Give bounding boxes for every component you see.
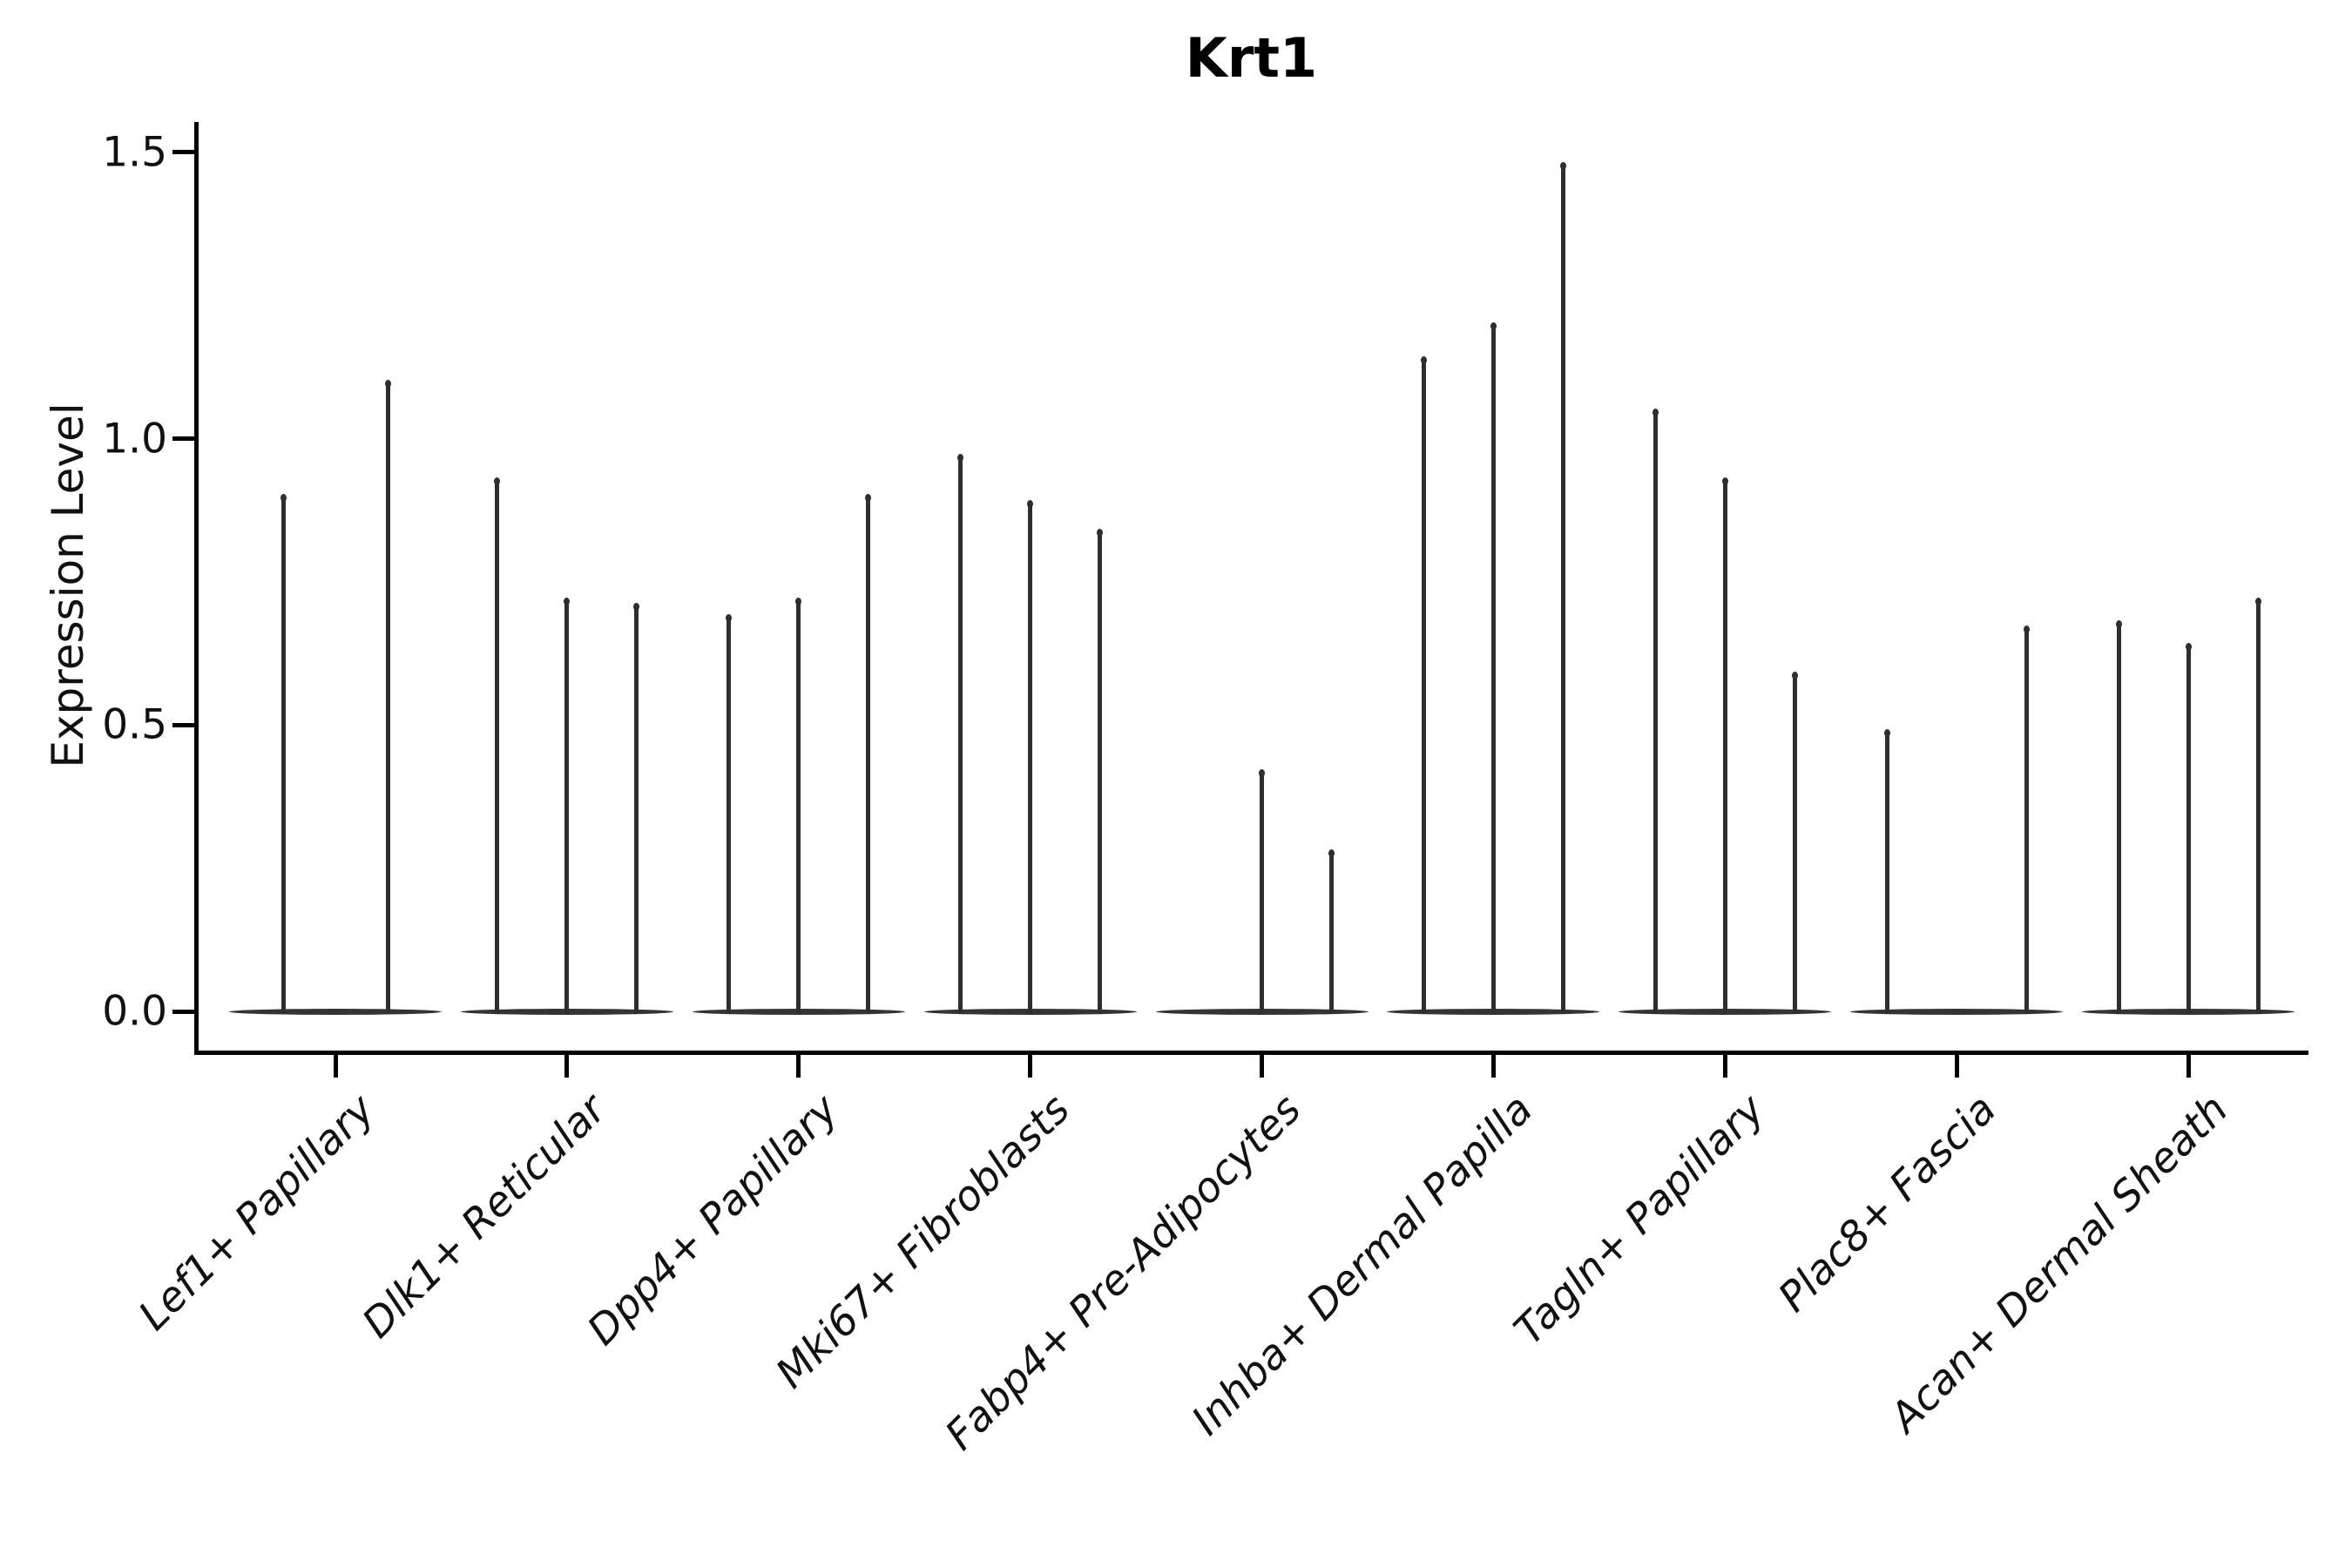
violin-spike: [1259, 768, 1265, 1014]
violin-spike-cap: [1027, 499, 1034, 508]
x-tick-label: Lef1+ Papillary: [129, 1085, 384, 1341]
violin-spike-cap: [1791, 672, 1798, 680]
violin-spike-cap: [1559, 161, 1566, 170]
y-tick: [172, 722, 194, 727]
violin-spike-cap: [494, 476, 501, 485]
violin-spike-cap: [1883, 728, 1890, 737]
violin-spike: [384, 379, 391, 1014]
violin-spike-cap: [957, 454, 964, 463]
x-tick: [333, 1055, 338, 1078]
violin-spike-cap: [2023, 625, 2030, 634]
violin-spike: [1027, 499, 1034, 1014]
x-tick: [1028, 1055, 1033, 1078]
violin-spike-cap: [795, 597, 802, 605]
x-tick: [1260, 1055, 1264, 1078]
y-tick-label: 1.5: [102, 128, 167, 177]
y-tick-label: 1.0: [102, 415, 167, 463]
violin-spike: [957, 454, 964, 1014]
violin-spike-cap: [2115, 619, 2122, 628]
violin-spike: [1490, 322, 1497, 1014]
violin-spike: [1721, 476, 1728, 1014]
violin-spike-cap: [2254, 597, 2261, 605]
violin-spike-cap: [1328, 848, 1335, 857]
violin-baseline: [1850, 1008, 2064, 1015]
x-tick: [796, 1055, 801, 1078]
violin-spike-cap: [564, 597, 571, 605]
violin-spike: [2115, 619, 2122, 1014]
violin-spike: [564, 597, 571, 1014]
axis-left-spine: [194, 122, 199, 1055]
violin-spike-cap: [1420, 356, 1427, 365]
x-tick-label: Plac8+ Fascia: [1768, 1085, 2006, 1322]
x-tick: [2186, 1055, 2191, 1078]
x-tick: [564, 1055, 570, 1078]
violin-spike-cap: [1490, 322, 1497, 330]
violin-spike: [1559, 161, 1566, 1014]
y-tick-label: 0.0: [102, 987, 167, 1036]
x-tick-label: Tagln+ Papillary: [1504, 1085, 1774, 1355]
violin-spike-cap: [726, 614, 733, 623]
x-tick-label: Dpp4+ Papillary: [578, 1085, 848, 1355]
chart-title: Krt1: [1185, 26, 1318, 90]
x-tick: [1490, 1055, 1496, 1078]
y-tick-label: 0.5: [102, 700, 167, 749]
violin-spike: [2023, 625, 2030, 1014]
violin-spike-cap: [1259, 768, 1265, 777]
violin-spike: [2185, 643, 2192, 1014]
violin-spike: [1328, 848, 1335, 1014]
y-tick: [172, 150, 194, 155]
violin-spike: [2254, 597, 2261, 1014]
violin-spike: [865, 494, 872, 1014]
violin-spike: [1420, 356, 1427, 1014]
violin-spike: [633, 603, 640, 1014]
violin-spike-cap: [384, 379, 391, 388]
violin-spike: [1652, 408, 1659, 1014]
violin-spike-cap: [2185, 643, 2192, 652]
violin-spike-cap: [865, 494, 872, 503]
violin-spike-cap: [280, 494, 287, 503]
violin-spike: [1791, 672, 1798, 1014]
violin-spike: [494, 476, 501, 1014]
x-tick-label: Dlk1+ Reticular: [353, 1085, 616, 1348]
y-tick: [172, 436, 194, 441]
violin-spike: [726, 614, 733, 1014]
violin-spike: [795, 597, 802, 1014]
violin-spike: [1097, 528, 1104, 1014]
x-tick: [1954, 1055, 1959, 1078]
x-tick: [1722, 1055, 1727, 1078]
violin-spike-cap: [1721, 476, 1728, 485]
violin-baseline: [229, 1008, 442, 1015]
violin-spike-cap: [1097, 528, 1104, 537]
violin-spike-cap: [1652, 408, 1659, 416]
violin-spike-cap: [633, 603, 640, 612]
axis-bottom-spine: [194, 1051, 2308, 1055]
y-tick: [172, 1009, 194, 1014]
violin-spike: [1883, 728, 1890, 1014]
violin-spike: [280, 494, 287, 1014]
